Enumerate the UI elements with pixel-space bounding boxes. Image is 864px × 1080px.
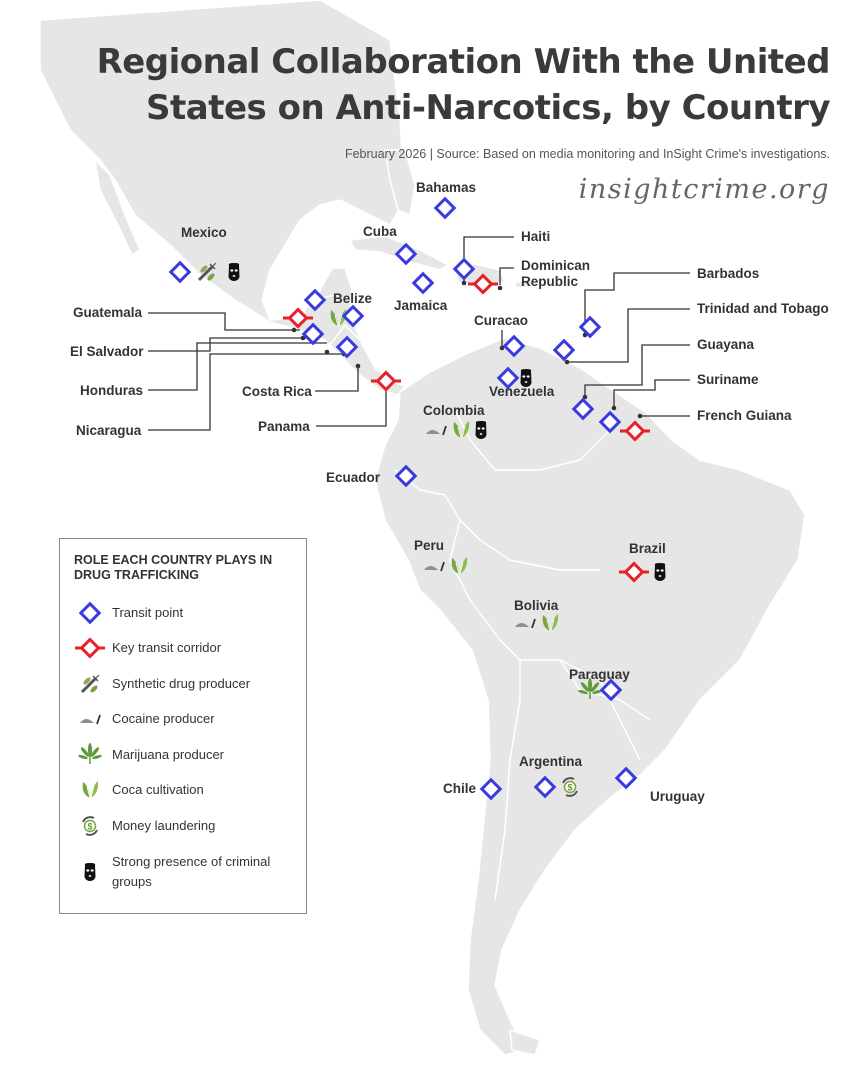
label-barbados: Barbados [697, 266, 760, 281]
label-brazil: Brazil [629, 541, 666, 556]
legend-label: Strong presence of criminal groups [112, 854, 271, 889]
label-curacao: Curacao [474, 313, 529, 328]
balaclava-icon [654, 563, 666, 581]
cocaine-line-icon [79, 714, 101, 725]
marijuana-leaf-icon [77, 743, 103, 765]
label-suriname: Suriname [697, 372, 759, 387]
label-mexico: Mexico [181, 225, 227, 240]
label-costa-rica: Costa Rica [242, 384, 312, 399]
label-honduras: Honduras [80, 383, 144, 398]
legend-label: Money laundering [112, 818, 216, 833]
legend-label: Synthetic drug producer [112, 676, 251, 691]
legend-item-criminal-groups: Strong presence of criminal groups [74, 852, 299, 892]
label-paraguay: Paraguay [569, 667, 630, 682]
label-belize: Belize [333, 291, 373, 306]
legend: ROLE EACH COUNTRY PLAYS IN DRUG TRAFFICK… [59, 538, 307, 914]
label-argentina: Argentina [519, 754, 583, 769]
balaclava-icon [228, 263, 240, 281]
legend-item-cocaine: Cocaine producer [74, 707, 299, 731]
label-colombia: Colombia [423, 403, 485, 418]
label-peru: Peru [414, 538, 445, 553]
legend-item-synthetic: Synthetic drug producer [74, 672, 299, 696]
leader-lines [148, 236, 690, 431]
balaclava-icon [475, 421, 487, 439]
label-haiti: Haiti [521, 229, 551, 244]
legend-item-transit: Transit point [74, 601, 299, 625]
label-jamaica: Jamaica [394, 298, 448, 313]
corridor-diamond-icon [74, 638, 106, 658]
legend-title: ROLE EACH COUNTRY PLAYS IN DRUG TRAFFICK… [74, 553, 273, 582]
legend-label: Transit point [112, 605, 184, 620]
map-title-line-2: States on Anti-Narcotics, by Country [146, 88, 830, 128]
map-subtitle: February 2026 | Source: Based on media m… [344, 147, 830, 161]
label-venezuela: Venezuela [489, 384, 555, 399]
label-bahamas: Bahamas [416, 180, 477, 195]
legend-label: Marijuana producer [112, 747, 225, 762]
label-nicaragua: Nicaragua [76, 423, 142, 438]
label-bolivia: Bolivia [514, 598, 559, 613]
legend-item-marijuana: Marijuana producer [74, 743, 299, 767]
brand-url[interactable]: insightcrime.org [578, 174, 830, 205]
balaclava-icon [84, 863, 96, 881]
transit-diamond-icon [434, 197, 456, 219]
label-dominican-republic: Dominican Republic [521, 258, 591, 289]
label-cuba: Cuba [363, 224, 397, 239]
legend-item-coca: Coca cultivation [74, 778, 299, 802]
legend-label: Key transit corridor [112, 640, 222, 655]
coca-leaf-icon [82, 780, 99, 799]
label-chile: Chile [443, 781, 477, 796]
label-panama: Panama [258, 419, 310, 434]
money-cycle-icon [82, 816, 98, 836]
label-trinidad: Trinidad and Tobago [697, 301, 829, 316]
legend-label: Cocaine producer [112, 711, 215, 726]
label-french-guiana: French Guiana [697, 408, 792, 423]
legend-item-corridor: Key transit corridor [74, 636, 299, 660]
label-el-salvador: El Salvador [70, 344, 144, 359]
map-title-line-1: Regional Collaboration With the United [96, 42, 831, 82]
label-ecuador: Ecuador [326, 470, 381, 485]
transit-diamond-icon [169, 261, 191, 283]
legend-item-money: Money laundering [74, 814, 299, 838]
label-uruguay: Uruguay [650, 789, 705, 804]
label-guatemala: Guatemala [73, 305, 143, 320]
syringe-pill-icon [80, 673, 101, 696]
markers-bahamas [434, 197, 456, 219]
label-guayana: Guayana [697, 337, 755, 352]
transit-diamond-icon [79, 602, 101, 624]
legend-label: Coca cultivation [112, 782, 204, 797]
